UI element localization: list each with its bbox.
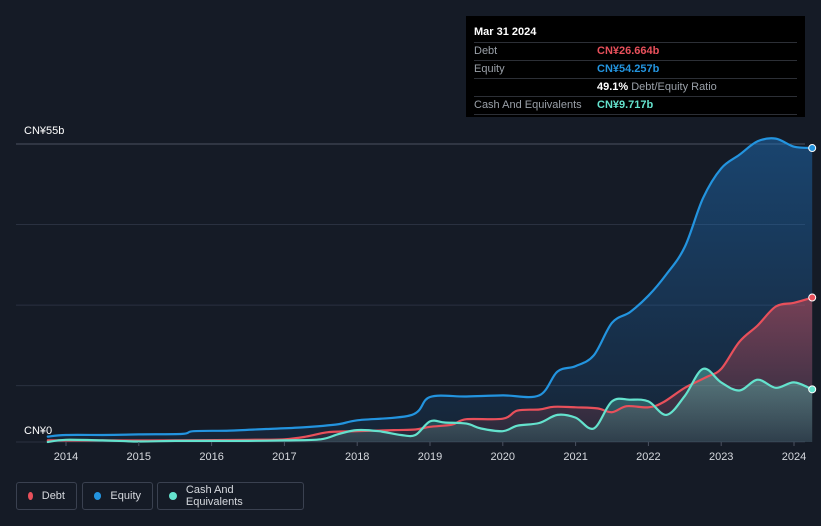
cash-area — [47, 368, 813, 442]
x-axis-ticks: 2014 2015 2016 2017 2018 2019 2020 2021 2022 2023… — [54, 442, 806, 463]
debt-dot-icon — [28, 492, 33, 500]
cash-dot-icon — [169, 492, 177, 500]
tooltip-ratio-spacer — [474, 79, 597, 96]
y-axis-zero-label: CN¥0 — [24, 425, 53, 437]
tooltip-row-equity: Equity CN¥54.257b — [474, 60, 797, 78]
x-tick-label-2018: 2018 — [345, 451, 369, 463]
tooltip-ratio-label: Debt/Equity Ratio — [631, 81, 717, 93]
equity-end-marker — [808, 144, 817, 153]
x-tick-label-2015: 2015 — [127, 451, 151, 463]
tooltip-date: Mar 31 2024 — [474, 26, 537, 38]
equity-area — [47, 138, 813, 442]
legend-item-cash[interactable]: Cash And Equivalents — [157, 482, 304, 510]
legend-equity-label: Equity — [110, 490, 141, 502]
x-tick-label-2014: 2014 — [54, 451, 78, 463]
legend-debt-label: Debt — [41, 490, 65, 502]
data-tooltip: Mar 31 2024 Debt CN¥26.664b Equity CN¥54… — [466, 16, 805, 117]
legend-cash-label: Cash And Equivalents — [185, 484, 243, 508]
equity-line — [46, 137, 814, 438]
tooltip-row-debt: Debt CN¥26.664b — [474, 42, 797, 60]
cash-end-marker — [808, 385, 817, 394]
tooltip-cash-label: Cash And Equivalents — [474, 99, 582, 111]
tooltip-row-ratio: 49.1% Debt/Equity Ratio — [474, 78, 797, 96]
debt-end-marker — [808, 293, 817, 302]
x-tick-label-2021: 2021 — [563, 451, 587, 463]
series-end-markers — [808, 144, 817, 394]
legend-item-equity[interactable]: Equity — [82, 482, 153, 510]
x-tick-label-2020: 2020 — [491, 451, 515, 463]
series-lines — [46, 137, 814, 444]
tooltip-ratio-value: 49.1% — [597, 81, 629, 93]
x-tick-label-2019: 2019 — [418, 451, 442, 463]
tooltip-row-cash: Cash And Equivalents CN¥9.717b — [474, 96, 797, 115]
tooltip-cash-value: CN¥9.717b — [597, 99, 654, 111]
x-tick-label-2016: 2016 — [199, 451, 223, 463]
legend-item-debt[interactable]: Debt — [16, 482, 77, 510]
y-axis-top-label: CN¥55b — [24, 125, 65, 137]
tooltip-equity-value: CN¥54.257b — [597, 63, 660, 75]
x-tick-label-2023: 2023 — [709, 451, 733, 463]
x-tick-label-2024: 2024 — [782, 451, 806, 463]
cash-line — [46, 367, 814, 444]
tooltip-debt-value: CN¥26.664b — [597, 45, 660, 57]
x-tick-label-2017: 2017 — [272, 451, 296, 463]
tooltip-debt-label: Debt — [474, 45, 498, 57]
x-tick-label-2022: 2022 — [636, 451, 660, 463]
equity-dot-icon — [94, 492, 102, 500]
series-areas — [47, 138, 813, 442]
debt-line — [46, 296, 814, 442]
tooltip-equity-label: Equity — [474, 63, 505, 75]
